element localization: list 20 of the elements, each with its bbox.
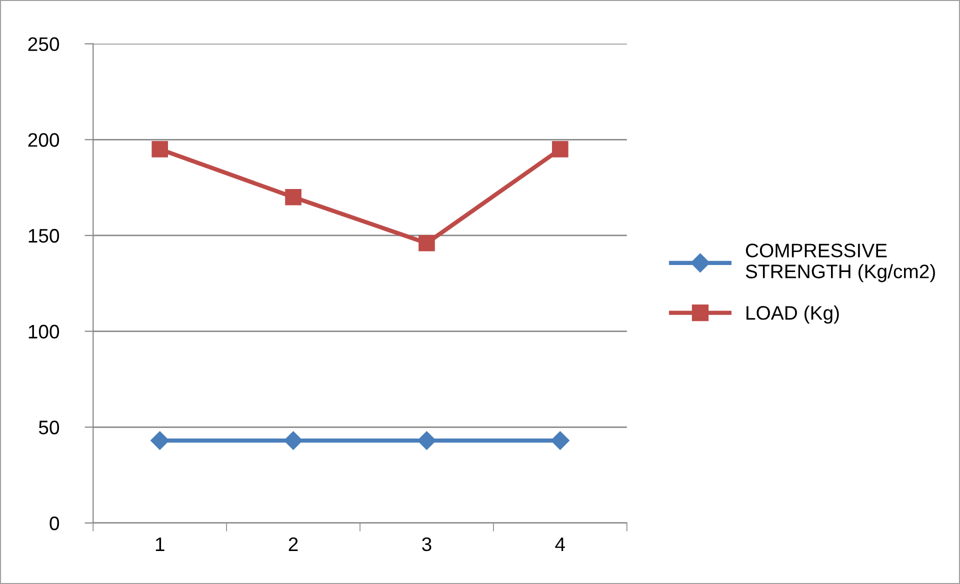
y-tick-label: 50 (38, 420, 60, 434)
point (550, 431, 570, 450)
y-tick-label: 250 (28, 37, 60, 52)
point (152, 141, 168, 158)
point (417, 431, 436, 450)
point (284, 431, 303, 450)
x-tick-label: 2 (288, 537, 298, 551)
x-tick-label: 1 (156, 538, 164, 551)
y-tick-label: 0 (50, 516, 60, 530)
y-tick-label: 150 (28, 228, 60, 243)
y-tick-label: 100 (28, 324, 60, 339)
legend-label: COMPRESSIVE STRENGTH (Kg/cm2) (746, 244, 935, 282)
point (552, 141, 568, 158)
legend-label: LOAD (Kg) (746, 306, 839, 324)
x-tick-label: 3 (422, 537, 432, 552)
y-tick-label: 200 (28, 133, 60, 147)
x-tick-label: 4 (555, 538, 565, 551)
point (285, 188, 302, 206)
point (150, 431, 170, 450)
point (418, 234, 435, 252)
